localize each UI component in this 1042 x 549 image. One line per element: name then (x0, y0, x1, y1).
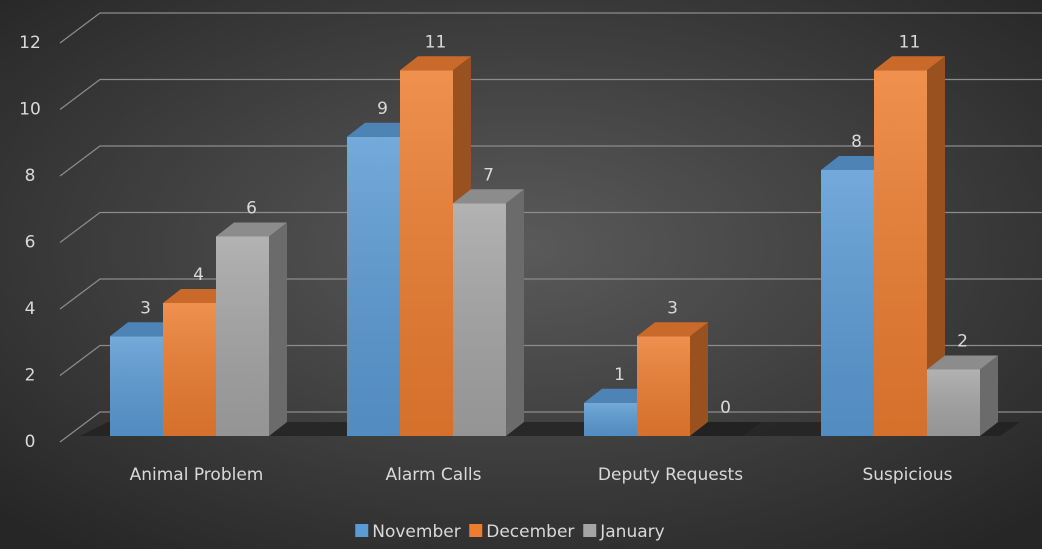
data-label: 6 (246, 199, 257, 219)
bar-top (927, 355, 998, 370)
grid-line (59, 278, 1042, 310)
bar-side (980, 355, 998, 436)
y-tick-label: 2 (25, 366, 36, 386)
data-label: 0 (720, 398, 731, 418)
y-tick-label: 10 (19, 100, 41, 120)
bar-shine (927, 369, 980, 436)
legend-label: December (486, 522, 574, 542)
bar-side (269, 222, 287, 436)
y-tick-label: 0 (25, 432, 36, 452)
bar-top (690, 422, 761, 436)
bar-shine (110, 336, 163, 436)
data-label: 8 (851, 132, 862, 152)
bar-top (453, 189, 524, 204)
bar-side (927, 56, 945, 436)
grid-line (59, 78, 1042, 110)
bar-shine (163, 303, 216, 436)
grid-line (59, 12, 1042, 44)
bars: Animal Problem Alarm Calls Deputy Requests… (110, 32, 998, 485)
legend-swatch (583, 524, 597, 537)
data-label: 3 (667, 298, 678, 318)
x-tick-label: Animal Problem (130, 465, 264, 485)
x-tick-label: Alarm Calls (385, 465, 481, 485)
bar-shine (874, 70, 927, 436)
data-label: 2 (957, 332, 968, 352)
bar-shine (400, 70, 453, 436)
y-tick-label: 8 (25, 166, 36, 186)
y-tick-label: 4 (25, 299, 36, 319)
data-label: 3 (140, 298, 151, 318)
bar-shine (637, 336, 690, 436)
data-label: 7 (483, 165, 494, 185)
legend-label: January (599, 522, 664, 542)
bar-top (874, 56, 945, 71)
floor (80, 422, 1020, 436)
bar-shine (216, 236, 269, 436)
bar-top (637, 322, 708, 337)
x-tick-label: Deputy Requests (598, 465, 743, 485)
grid-line (59, 344, 1042, 376)
bar-top (400, 56, 471, 71)
data-label: 9 (377, 99, 388, 119)
legend: November December January (355, 522, 665, 542)
data-label: 11 (899, 32, 921, 52)
grid-line (59, 145, 1042, 177)
bar-top (216, 222, 287, 237)
bar-shine (821, 170, 874, 436)
x-tick-label: Suspicious (862, 465, 952, 485)
legend-swatch (469, 524, 483, 537)
bar-shine (584, 402, 637, 436)
y-tick-label: 6 (25, 233, 36, 253)
legend-swatch (355, 524, 369, 537)
grid-line (59, 211, 1042, 243)
bar-side (690, 322, 708, 436)
grid-line (59, 411, 1042, 443)
data-label: 11 (425, 32, 447, 52)
legend-label: November (372, 522, 460, 542)
data-label: 1 (614, 365, 625, 385)
bar-side (506, 189, 524, 436)
y-tick-label: 12 (19, 33, 41, 53)
data-label: 4 (193, 265, 204, 285)
bar-shine (453, 203, 506, 436)
bar-shine (347, 136, 400, 436)
